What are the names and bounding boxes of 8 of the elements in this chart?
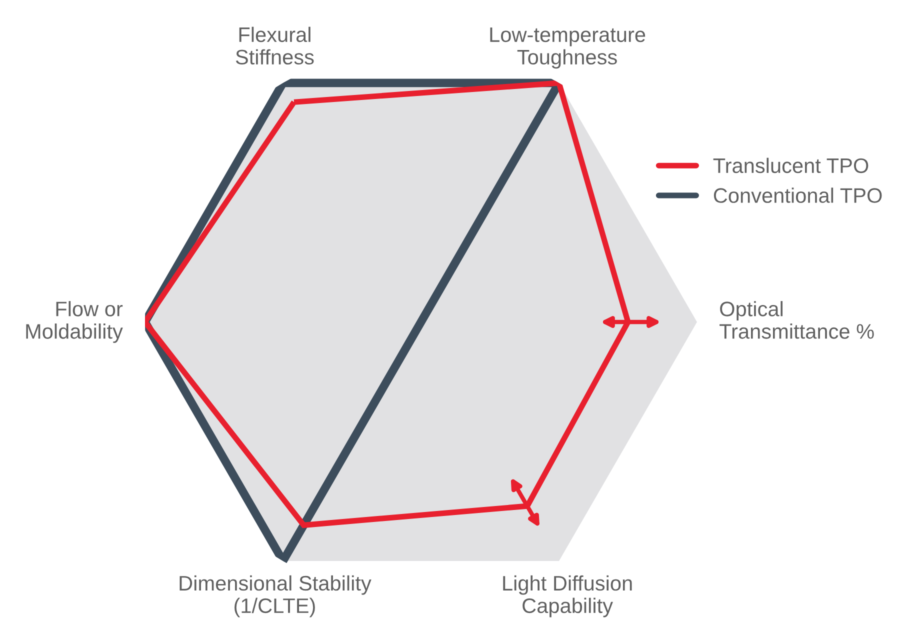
- spoke-label: Dimensional Stability (1/CLTE): [180, 575, 372, 618]
- legend-label: Translucent TPO: [713, 158, 868, 174]
- legend-label: Conventional TPO: [714, 188, 882, 203]
- spoke-label: Low-temperature Toughness: [490, 28, 646, 69]
- spoke-label: Light Diffusion Capability: [503, 575, 632, 618]
- spoke-label: Flexural Stiffness: [236, 26, 314, 65]
- spoke-label: Optical Transmittance %: [720, 301, 874, 339]
- spoke-label: Flow or Moldability: [26, 301, 123, 343]
